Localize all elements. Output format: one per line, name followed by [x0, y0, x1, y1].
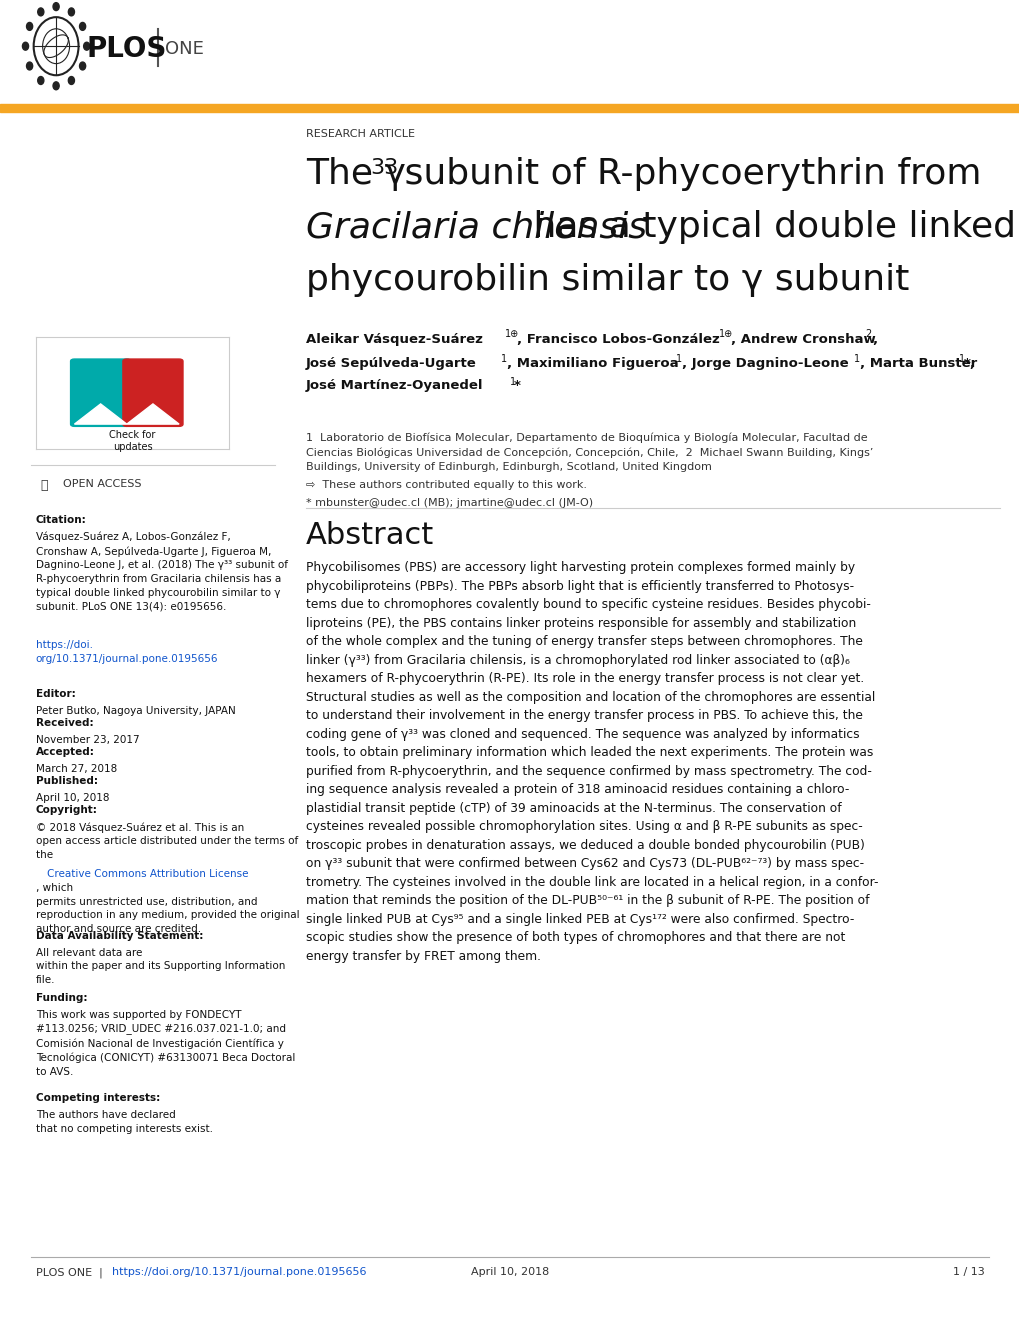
Text: Abstract: Abstract — [306, 521, 434, 550]
Text: , Marta Bunster: , Marta Bunster — [859, 356, 976, 370]
Text: March 27, 2018: March 27, 2018 — [36, 764, 117, 775]
Text: Received:: Received: — [36, 718, 93, 729]
Text: ⇨  These authors contributed equally to this work.: ⇨ These authors contributed equally to t… — [306, 480, 586, 491]
Text: Check for
updates: Check for updates — [109, 430, 156, 453]
Text: Competing interests:: Competing interests: — [36, 1093, 160, 1104]
Text: Citation:: Citation: — [36, 515, 87, 525]
Text: 1: 1 — [958, 354, 964, 364]
Circle shape — [53, 3, 59, 11]
Text: Gracilaria chilensis: Gracilaria chilensis — [306, 210, 646, 244]
Text: 1: 1 — [510, 376, 516, 387]
FancyBboxPatch shape — [70, 359, 130, 426]
Circle shape — [26, 22, 33, 30]
Circle shape — [79, 22, 86, 30]
Text: Copyright:: Copyright: — [36, 805, 98, 816]
Text: This work was supported by FONDECYT
#113.0256; VRID_UDEC #216.037.021-1.0; and
C: This work was supported by FONDECYT #113… — [36, 1010, 294, 1077]
Text: Vásquez-Suárez A, Lobos-González F,
Cronshaw A, Sepúlveda-Ugarte J, Figueroa M,
: Vásquez-Suárez A, Lobos-González F, Cron… — [36, 532, 287, 611]
Text: 1: 1 — [853, 354, 859, 364]
Text: , Maximiliano Figueroa: , Maximiliano Figueroa — [506, 356, 678, 370]
FancyBboxPatch shape — [122, 359, 182, 426]
Text: 1⊕: 1⊕ — [718, 329, 733, 339]
Text: The γ: The γ — [306, 157, 406, 191]
Text: , Andrew Cronshaw: , Andrew Cronshaw — [731, 333, 875, 346]
Circle shape — [38, 8, 44, 16]
Text: All relevant data are
within the paper and its Supporting Information
file.: All relevant data are within the paper a… — [36, 948, 284, 985]
Text: 33: 33 — [370, 158, 398, 178]
Circle shape — [84, 42, 90, 50]
Text: 1  Laboratorio de Biofísica Molecular, Departamento de Bioquímica y Biología Mol: 1 Laboratorio de Biofísica Molecular, De… — [306, 433, 872, 473]
Text: Peter Butko, Nagoya University, JAPAN: Peter Butko, Nagoya University, JAPAN — [36, 706, 235, 717]
Text: *,: *, — [963, 356, 975, 370]
Text: 1⊕: 1⊕ — [504, 329, 519, 339]
Text: ONE: ONE — [165, 40, 204, 58]
Circle shape — [68, 77, 74, 84]
Text: PLOS: PLOS — [87, 34, 167, 63]
Polygon shape — [74, 404, 126, 424]
Text: © 2018 Vásquez-Suárez et al. This is an
open access article distributed under th: © 2018 Vásquez-Suárez et al. This is an … — [36, 822, 298, 861]
Text: 2: 2 — [864, 329, 870, 339]
Text: Published:: Published: — [36, 776, 98, 787]
Text: RESEARCH ARTICLE: RESEARCH ARTICLE — [306, 128, 415, 139]
Text: José Sepúlveda-Ugarte: José Sepúlveda-Ugarte — [306, 356, 476, 370]
Text: April 10, 2018: April 10, 2018 — [471, 1267, 548, 1278]
Text: 1: 1 — [500, 354, 506, 364]
Text: * mbunster@udec.cl (MB); jmartine@udec.cl (JM-O): * mbunster@udec.cl (MB); jmartine@udec.c… — [306, 498, 592, 508]
Circle shape — [22, 42, 29, 50]
Text: 1: 1 — [676, 354, 682, 364]
Text: PLOS ONE  |: PLOS ONE | — [36, 1267, 109, 1278]
Text: , Francisco Lobos-González: , Francisco Lobos-González — [517, 333, 719, 346]
Text: https://doi.
org/10.1371/journal.pone.0195656: https://doi. org/10.1371/journal.pone.01… — [36, 640, 218, 664]
Text: Creative Commons Attribution License: Creative Commons Attribution License — [47, 869, 249, 879]
Text: José Martínez-Oyanedel: José Martínez-Oyanedel — [306, 379, 483, 392]
Text: Data Availability Statement:: Data Availability Statement: — [36, 931, 203, 941]
Text: , Jorge Dagnino-Leone: , Jorge Dagnino-Leone — [682, 356, 848, 370]
Text: , which
permits unrestricted use, distribution, and
reproduction in any medium, : , which permits unrestricted use, distri… — [36, 883, 299, 933]
Text: November 23, 2017: November 23, 2017 — [36, 735, 140, 746]
Text: Aleikar Vásquez-Suárez: Aleikar Vásquez-Suárez — [306, 333, 482, 346]
Bar — [0, 104, 1019, 112]
Text: Accepted:: Accepted: — [36, 747, 95, 758]
Text: The authors have declared
that no competing interests exist.: The authors have declared that no compet… — [36, 1110, 213, 1134]
Text: Phycobilisomes (PBS) are accessory light harvesting protein complexes formed mai: Phycobilisomes (PBS) are accessory light… — [306, 561, 877, 962]
Text: 1 / 13: 1 / 13 — [952, 1267, 983, 1278]
Text: Funding:: Funding: — [36, 993, 87, 1003]
Circle shape — [38, 77, 44, 84]
Text: subunit of R-phycoerythrin from: subunit of R-phycoerythrin from — [392, 157, 980, 191]
Text: phycourobilin similar to γ subunit: phycourobilin similar to γ subunit — [306, 263, 909, 297]
Text: 🔓: 🔓 — [41, 479, 48, 492]
Text: Editor:: Editor: — [36, 689, 75, 700]
Text: *: * — [514, 379, 521, 392]
Circle shape — [79, 62, 86, 70]
Text: https://doi.org/10.1371/journal.pone.0195656: https://doi.org/10.1371/journal.pone.019… — [112, 1267, 367, 1278]
Circle shape — [68, 8, 74, 16]
Text: ,: , — [871, 333, 876, 346]
Text: OPEN ACCESS: OPEN ACCESS — [63, 479, 142, 490]
Polygon shape — [126, 404, 179, 424]
Text: April 10, 2018: April 10, 2018 — [36, 793, 109, 804]
Circle shape — [26, 62, 33, 70]
Text: has a typical double linked: has a typical double linked — [522, 210, 1015, 244]
Circle shape — [53, 82, 59, 90]
